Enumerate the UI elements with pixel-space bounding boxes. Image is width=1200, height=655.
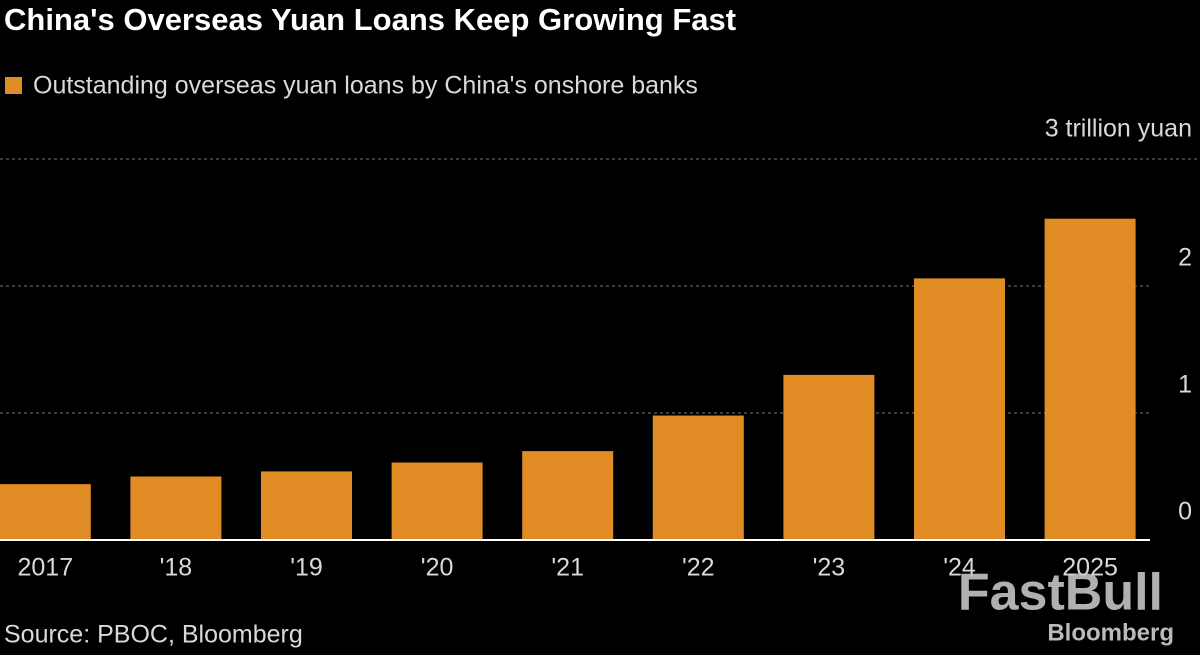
legend-swatch [5,77,22,94]
bar [783,374,875,540]
bar [914,278,1005,540]
source: Source: PBOC, Bloomberg [4,621,303,649]
x-tick-label: '24 [943,554,976,582]
x-tick-label: 2025 [1062,554,1118,582]
chart-title: China's Overseas Yuan Loans Keep Growing… [4,2,736,37]
x-tick-label: '19 [290,554,323,582]
bar [391,462,483,540]
watermark: FastBull [958,564,1163,622]
bar [261,471,352,540]
y-tick-label: 0 [1178,498,1192,526]
x-tick-label: '18 [160,554,193,582]
bar [652,415,744,540]
x-tick-label: '22 [682,554,715,582]
x-tick-label: '21 [551,554,584,582]
x-tick-label: '23 [813,554,846,582]
bar [1044,218,1136,540]
y-tick-label: 1 [1178,371,1192,399]
y-tick-label: 2 [1178,244,1192,272]
bar [0,484,91,540]
bar [522,451,614,540]
legend-label: Outstanding overseas yuan loans by China… [33,72,698,100]
bar [130,476,222,540]
x-tick-label: '20 [421,554,454,582]
y-tick-label: 3 trillion yuan [1045,115,1192,143]
x-tick-label: 2017 [17,554,73,582]
watermark: Bloomberg [1047,619,1174,646]
